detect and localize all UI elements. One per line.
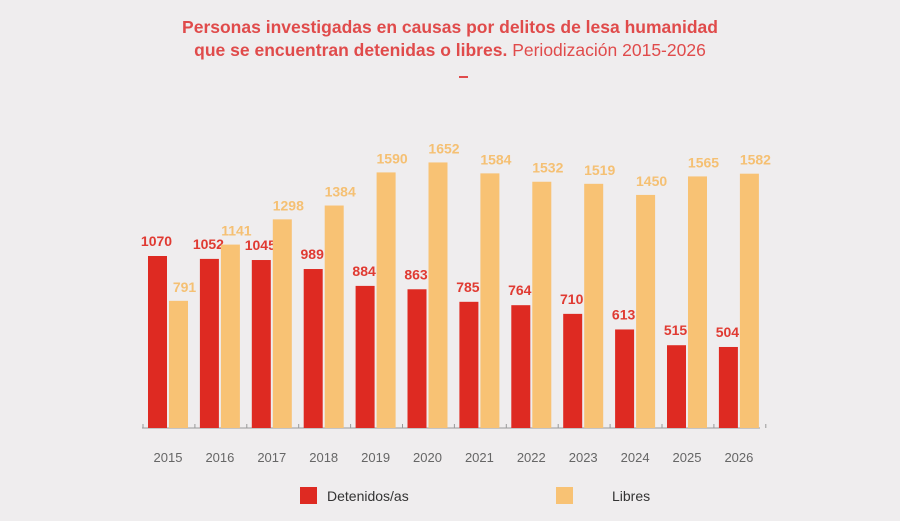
title-line-1: Personas investigadas en causas por deli…: [182, 17, 718, 37]
data-label-detenidos: 989: [301, 246, 325, 262]
bar-detenidos: [667, 345, 686, 428]
legend-item-libres: Libres: [556, 487, 650, 504]
bar-detenidos: [148, 256, 167, 428]
bar-libres: [272, 219, 292, 428]
x-tick-label: 2024: [621, 450, 650, 465]
x-tick-label: 2015: [154, 450, 183, 465]
data-label-libres: 1532: [532, 160, 563, 176]
bar-detenidos: [718, 346, 738, 428]
data-label-detenidos: 613: [612, 306, 636, 322]
data-label-detenidos: 515: [664, 322, 688, 338]
title-line-2: que se encuentran detenidas o libres.: [194, 40, 508, 60]
x-tick-label: 2017: [257, 450, 286, 465]
chart-subtitle: Periodización 2015-2026: [512, 40, 706, 60]
data-label-libres: 791: [173, 279, 197, 295]
data-label-libres: 1298: [273, 197, 304, 213]
data-label-detenidos: 1045: [245, 237, 276, 253]
bar-detenidos: [563, 313, 583, 428]
legend-swatch-libres: [556, 487, 573, 504]
data-label-libres: 1584: [480, 151, 511, 167]
title-dash: [459, 76, 468, 78]
data-label-detenidos: 785: [456, 279, 480, 295]
data-label-libres: 1565: [688, 154, 719, 170]
data-label-detenidos: 863: [404, 266, 428, 282]
data-label-libres: 1384: [325, 184, 356, 200]
bar-detenidos: [199, 258, 219, 428]
legend-label-libres: Libres: [612, 487, 651, 504]
bar-libres: [428, 162, 448, 428]
data-label-libres: 1652: [428, 140, 459, 156]
data-label-libres: 1590: [377, 150, 408, 166]
x-tick-label: 2016: [205, 450, 234, 465]
bar-libres: [480, 173, 500, 428]
data-label-detenidos: 504: [716, 324, 740, 340]
bar-detenidos: [615, 329, 635, 428]
data-label-detenidos: 764: [508, 282, 532, 298]
x-tick-label: 2026: [724, 450, 753, 465]
bar-libres: [532, 181, 552, 428]
data-label-detenidos: 884: [352, 263, 376, 279]
legend-item-detenidos: Detenidos/as: [300, 487, 409, 504]
bar-detenidos: [459, 301, 479, 428]
bar-libres: [169, 300, 188, 428]
data-label-libres: 1141: [221, 223, 252, 239]
data-label-detenidos: 1052: [193, 236, 224, 252]
bar-detenidos: [303, 269, 323, 428]
bar-libres: [739, 173, 759, 428]
x-tick-label: 2025: [673, 450, 702, 465]
data-label-detenidos: 710: [560, 291, 584, 307]
legend-swatch-detenidos: [300, 487, 317, 504]
bar-libres: [584, 183, 604, 428]
bar-detenidos: [511, 305, 531, 428]
x-tick-label: 2022: [517, 450, 546, 465]
chart-title: Personas investigadas en causas por deli…: [0, 16, 900, 62]
bar-libres: [324, 205, 344, 428]
x-tick-label: 2020: [413, 450, 442, 465]
bar-libres: [688, 176, 707, 428]
bar-detenidos: [251, 260, 271, 428]
data-label-libres: 1450: [636, 173, 667, 189]
bar-libres: [220, 244, 240, 428]
legend-label-detenidos: Detenidos/as: [327, 487, 409, 504]
bar-detenidos: [407, 289, 427, 428]
x-tick-label: 2019: [361, 450, 390, 465]
bar-libres: [376, 172, 396, 428]
x-tick-label: 2023: [569, 450, 598, 465]
bar-libres: [636, 194, 656, 428]
x-tick-label: 2018: [309, 450, 338, 465]
x-tick-label: 2021: [465, 450, 494, 465]
data-label-detenidos: 1070: [141, 233, 172, 249]
data-label-libres: 1582: [740, 152, 771, 168]
data-label-libres: 1519: [584, 162, 615, 178]
bar-detenidos: [355, 285, 375, 428]
